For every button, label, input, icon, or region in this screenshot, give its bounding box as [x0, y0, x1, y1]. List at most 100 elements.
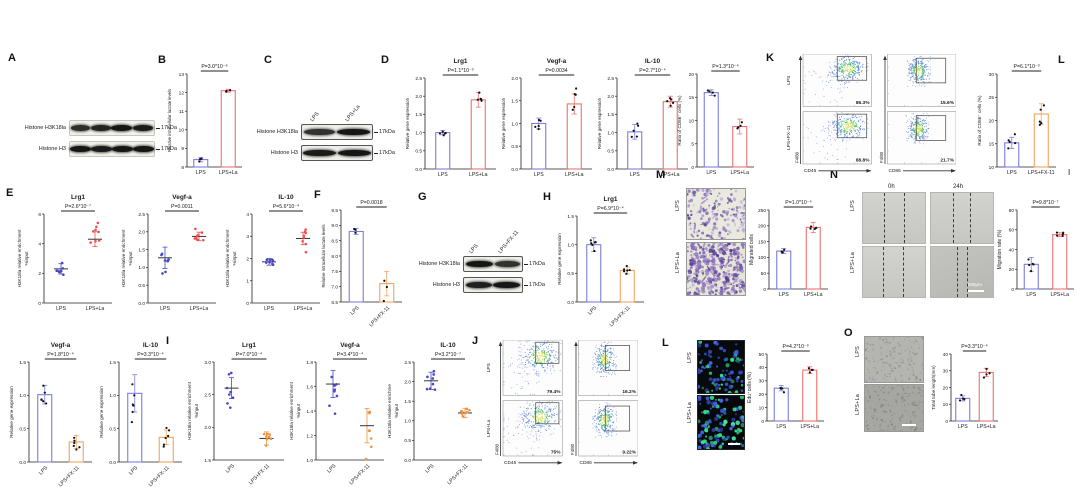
svg-text:2.5: 2.5 [404, 360, 411, 366]
svg-text:1.5: 1.5 [415, 112, 422, 118]
blot-strip [301, 124, 373, 140]
il10-chip-dotplot-la: 0 1 2 3 4 IL-10 P=5.6*10⁻⁴ LPS LPS+La H3K18la rel… [224, 192, 322, 314]
svg-text:H3K18la relative enrichment: H3K18la relative enrichment [187, 381, 192, 439]
svg-text:10: 10 [689, 118, 695, 124]
svg-text:CD45: CD45 [804, 168, 817, 174]
svg-text:LPS+FX-11: LPS+FX-11 [368, 305, 391, 328]
panel-label-k: K [766, 52, 774, 64]
svg-text:LPS: LPS [534, 172, 544, 178]
tube-image-lpsla [864, 384, 924, 432]
il10-chip-dotplot-fx11: 0.0 0.5 1.0 1.5 2.0 2.5 IL-10 P=3.2*10⁻⁷ LPS LPS+… [386, 340, 484, 490]
svg-text:80: 80 [1009, 208, 1015, 214]
svg-text:Lrg1: Lrg1 [603, 196, 617, 203]
svg-text:Vegf-a: Vegf-a [547, 58, 567, 65]
svg-text:%input: %input [194, 403, 199, 418]
svg-text:20: 20 [759, 392, 765, 398]
blot-band [90, 124, 111, 132]
svg-text:LPS: LPS [486, 363, 492, 372]
svg-text:0: 0 [945, 419, 948, 425]
svg-text:CD86: CD86 [889, 168, 902, 174]
svg-text:3.0: 3.0 [204, 360, 211, 366]
svg-text:0.0: 0.0 [138, 301, 145, 307]
svg-text:CD86: CD86 [580, 460, 593, 466]
panel-label-h: H [543, 191, 551, 203]
svg-text:Edu⁺cells (%): Edu⁺cells (%) [747, 372, 753, 403]
svg-text:8: 8 [181, 165, 184, 171]
blot-band [303, 149, 337, 157]
blot-band [465, 281, 492, 289]
svg-text:1.5: 1.5 [567, 214, 574, 220]
svg-text:LPS+FX-11: LPS+FX-11 [609, 305, 632, 328]
wound-edge-line [884, 193, 886, 243]
svg-text:1.4: 1.4 [306, 409, 313, 415]
svg-text:%input: %input [24, 251, 29, 266]
panel-label-g: G [418, 191, 427, 203]
svg-text:0.5: 0.5 [138, 283, 145, 289]
western-blot-g: LPS LPS+FX-11 Histone H3K18la 17kDa Histone … [400, 226, 552, 298]
blot-band [465, 260, 493, 268]
lrg1-expression-chart-la: 0.0 0.5 1.0 1.5 2.0 2.5 Lrg1 P=1.1*10⁻³ LPS LPS+L… [404, 56, 498, 180]
blot-lane-label: LPS [309, 111, 321, 123]
blot-lane-label: LPS+La [344, 104, 362, 123]
svg-text:1.8: 1.8 [306, 360, 313, 366]
wound-edge-line [903, 247, 905, 297]
n-scale-text: 600μm [968, 282, 982, 287]
svg-text:LPS: LPS [225, 463, 237, 475]
svg-text:P=5.6*10⁻⁴: P=5.6*10⁻⁴ [273, 204, 299, 210]
svg-text:9.5: 9.5 [331, 208, 338, 214]
svg-text:P=1.0*10⁻⁴: P=1.0*10⁻⁴ [785, 200, 811, 206]
svg-text:LPS: LPS [779, 292, 789, 298]
blot-strip [69, 141, 155, 157]
svg-text:20: 20 [943, 385, 949, 391]
svg-text:Relative intracellular lactate: Relative intracellular lactate levels [167, 89, 172, 152]
svg-text:P=6.9*10⁻⁴: P=6.9*10⁻⁴ [597, 206, 623, 212]
scratch-image-lps-24h [930, 192, 994, 244]
lactate-bar-chart-la: 8 9 10 11 12 13 P=3.0*10⁻⁶ LPS LPS+La Relative in… [166, 60, 244, 178]
transwell-image-lpsla [686, 242, 746, 296]
blot-band [493, 281, 521, 289]
svg-text:P=0.0034: P=0.0034 [545, 68, 567, 74]
svg-text:Relative gene expression: Relative gene expression [557, 233, 562, 285]
svg-text:%input: %input [232, 251, 237, 266]
blot-strip [301, 145, 373, 161]
svg-text:LPS+FX-11: LPS+FX-11 [148, 465, 171, 488]
svg-text:10: 10 [179, 128, 185, 134]
svg-text:F4/80: F4/80 [795, 151, 800, 163]
svg-text:60: 60 [1009, 228, 1015, 234]
svg-text:0.5: 0.5 [567, 271, 574, 277]
svg-text:16.2%: 16.2% [622, 389, 636, 395]
svg-text:0.5: 0.5 [415, 149, 422, 155]
svg-text:0.5: 0.5 [404, 438, 411, 444]
svg-text:0.5: 0.5 [109, 426, 116, 432]
svg-text:0.0: 0.0 [607, 167, 614, 173]
svg-text:Lrg1: Lrg1 [242, 342, 256, 349]
svg-text:0: 0 [761, 419, 764, 425]
svg-text:Relative intracellular lactate: Relative intracellular lactate levels [321, 224, 326, 287]
micro-o-row-label-lpsla: LPS+La [855, 394, 861, 415]
svg-text:1.0: 1.0 [404, 419, 411, 425]
n-header-24h: 24h [953, 184, 964, 190]
svg-text:50: 50 [761, 271, 767, 277]
blot-kda-label: 17kDa [373, 150, 395, 156]
svg-text:LPS: LPS [587, 305, 599, 317]
svg-text:LPS: LPS [630, 172, 640, 178]
svg-text:15: 15 [989, 142, 995, 148]
wound-edge-line [966, 247, 968, 297]
vegfa-chip-dotplot-fx11: 1.0 1.2 1.4 1.6 1.8 Vegf-a P=3.4*10⁻⁴ LPS LPS+FX… [288, 340, 386, 490]
svg-text:LPS+La: LPS+La [977, 424, 996, 430]
svg-text:30: 30 [943, 369, 949, 375]
svg-text:10: 10 [943, 402, 949, 408]
svg-text:5: 5 [691, 142, 694, 148]
svg-text:%input: %input [394, 403, 399, 418]
svg-text:2.5: 2.5 [138, 212, 145, 218]
il10-expression-chart-la: 0.0 0.5 1.0 1.5 2.0 2.5 IL-10 P=2.7*10⁻⁴ LPS LPS+… [596, 56, 690, 180]
svg-text:1.0: 1.0 [138, 265, 145, 271]
svg-text:P=6.1*10⁻³: P=6.1*10⁻³ [1014, 64, 1040, 70]
svg-text:LPS: LPS [706, 170, 716, 176]
svg-text:Lrg1: Lrg1 [71, 194, 85, 201]
scratch-image-lpsla-0h [862, 246, 926, 298]
panel-label-b: B [158, 54, 166, 66]
svg-text:9.0: 9.0 [331, 223, 338, 229]
svg-text:2.5: 2.5 [607, 76, 614, 82]
svg-text:7.0: 7.0 [331, 284, 338, 290]
